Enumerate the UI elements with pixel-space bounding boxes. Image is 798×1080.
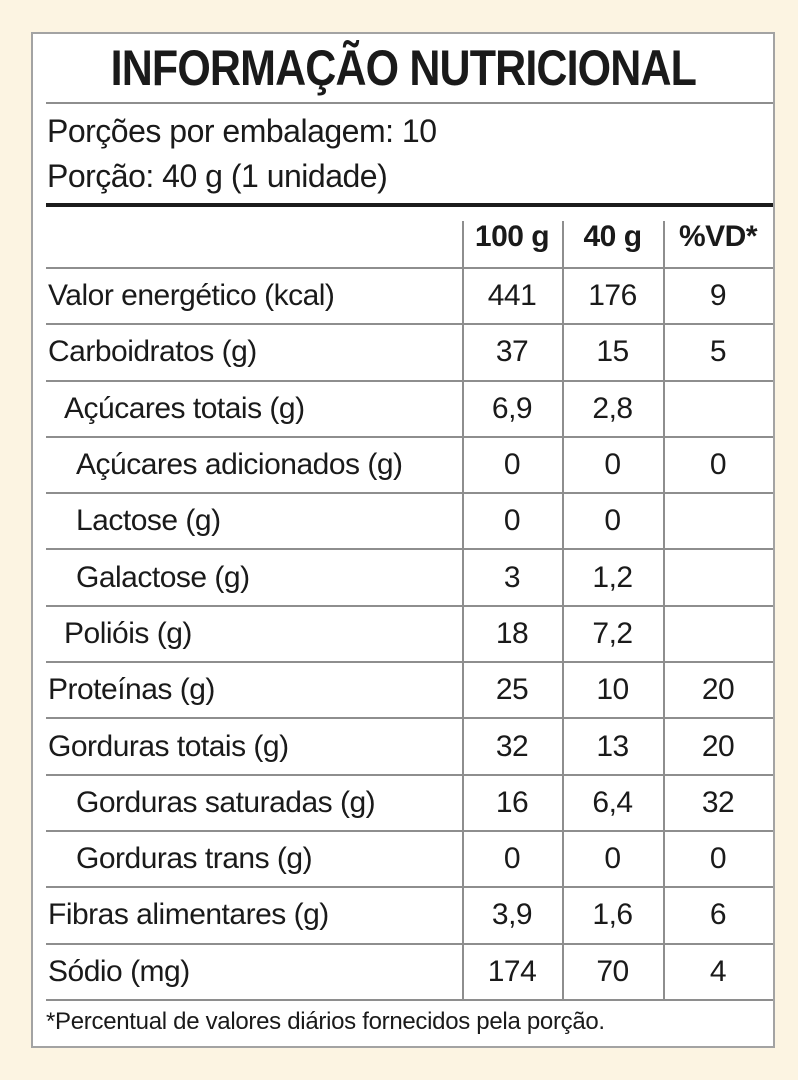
table-row: Sódio (mg) 174 70 4 [46,945,773,1001]
nutrient-name: Açúcares adicionados (g) [76,448,403,482]
table-row: Valor energético (kcal) 441 176 9 [46,269,773,326]
value-per-serving: 6,4 [592,785,633,819]
label-title: INFORMAÇÃO NUTRICIONAL [33,34,773,102]
value-per-100g: 0 [503,842,521,876]
value-percent-dv: 9 [709,279,727,313]
nutrient-name: Valor energético (kcal) [48,279,335,313]
table-row: Galactose (g) 3 1,2 [46,550,773,607]
column-divider-40g [562,221,564,1001]
value-per-100g: 3,9 [491,898,533,932]
value-percent-dv: 6 [709,898,727,932]
table-row: Açúcares adicionados (g) 0 0 0 [46,438,773,495]
value-per-100g: 6,9 [491,391,533,425]
nutrition-table: 100 g 40 g %VD* Valor energético (kcal) … [33,207,773,1001]
table-row: Gorduras trans (g) 0 0 0 [46,832,773,889]
footnote: *Percentual de valores diários fornecido… [46,1007,605,1035]
value-percent-dv: 20 [701,729,735,763]
value-per-serving: 1,6 [592,898,633,932]
table-row: Açúcares totais (g) 6,9 2,8 [46,382,773,438]
value-percent-dv: 20 [701,673,735,707]
nutrient-name: Sódio (mg) [48,954,190,988]
value-per-100g: 25 [495,673,529,707]
table-row: Proteínas (g) 25 10 20 [46,663,773,720]
value-percent-dv: 4 [709,954,727,988]
table-header-row: 100 g 40 g %VD* [46,207,773,269]
value-per-100g: 0 [503,448,521,482]
value-percent-dv: 0 [709,842,727,876]
header-percent-dv: %VD* [678,220,758,253]
label-title-text: INFORMAÇÃO NUTRICIONAL [110,40,696,96]
column-divider-vd [663,221,665,1001]
nutrient-name: Proteínas (g) [48,673,215,707]
servings-block: Porções por embalagem: 10 Porção: 40 g (… [33,104,773,203]
value-per-serving: 0 [604,504,621,538]
value-per-100g: 18 [495,616,529,650]
value-percent-dv: 5 [709,335,727,369]
header-per-serving: 40 g [583,220,642,253]
servings-per-package: Porções por embalagem: 10 [47,113,437,149]
value-per-100g: 32 [495,729,529,763]
header-per-100g: 100 g [474,220,550,253]
nutrient-name: Fibras alimentares (g) [48,898,329,932]
value-percent-dv: 32 [701,785,735,819]
serving-size: Porção: 40 g (1 unidade) [47,158,388,194]
nutrient-name: Polióis (g) [64,616,192,650]
value-per-serving: 10 [596,673,629,707]
nutrient-name: Gorduras totais (g) [48,729,289,763]
value-per-100g: 16 [495,785,529,819]
value-per-serving: 2,8 [592,391,633,425]
value-percent-dv: 0 [709,448,727,482]
value-per-serving: 70 [596,954,629,988]
title-divider [46,102,773,104]
table-row: Polióis (g) 18 7,2 [46,607,773,664]
table-row: Fibras alimentares (g) 3,9 1,6 6 [46,888,773,945]
column-divider-100g [462,221,464,1001]
value-per-100g: 441 [487,279,537,313]
nutrient-name: Gorduras trans (g) [76,842,313,876]
nutrient-name: Galactose (g) [76,560,250,594]
value-per-serving: 13 [596,729,629,763]
nutrient-name: Açúcares totais (g) [64,391,305,425]
value-per-100g: 174 [487,954,537,988]
section-divider [46,203,773,207]
value-per-serving: 0 [604,448,621,482]
table-row: Gorduras saturadas (g) 16 6,4 32 [46,776,773,832]
table-row: Lactose (g) 0 0 [46,494,773,551]
nutrient-name: Gorduras saturadas (g) [76,785,376,819]
value-per-100g: 37 [495,335,529,369]
value-per-100g: 3 [503,560,521,594]
table-row: Carboidratos (g) 37 15 5 [46,325,773,382]
value-per-serving: 176 [588,279,637,313]
nutrition-label-card: INFORMAÇÃO NUTRICIONAL Porções por embal… [31,32,775,1048]
value-per-serving: 1,2 [592,560,633,594]
nutrient-name: Lactose (g) [76,504,221,538]
value-per-serving: 15 [596,335,629,369]
nutrient-name: Carboidratos (g) [48,335,257,369]
value-per-serving: 7,2 [592,616,633,650]
table-row: Gorduras totais (g) 32 13 20 [46,719,773,776]
value-per-serving: 0 [604,842,621,876]
value-per-100g: 0 [503,504,521,538]
